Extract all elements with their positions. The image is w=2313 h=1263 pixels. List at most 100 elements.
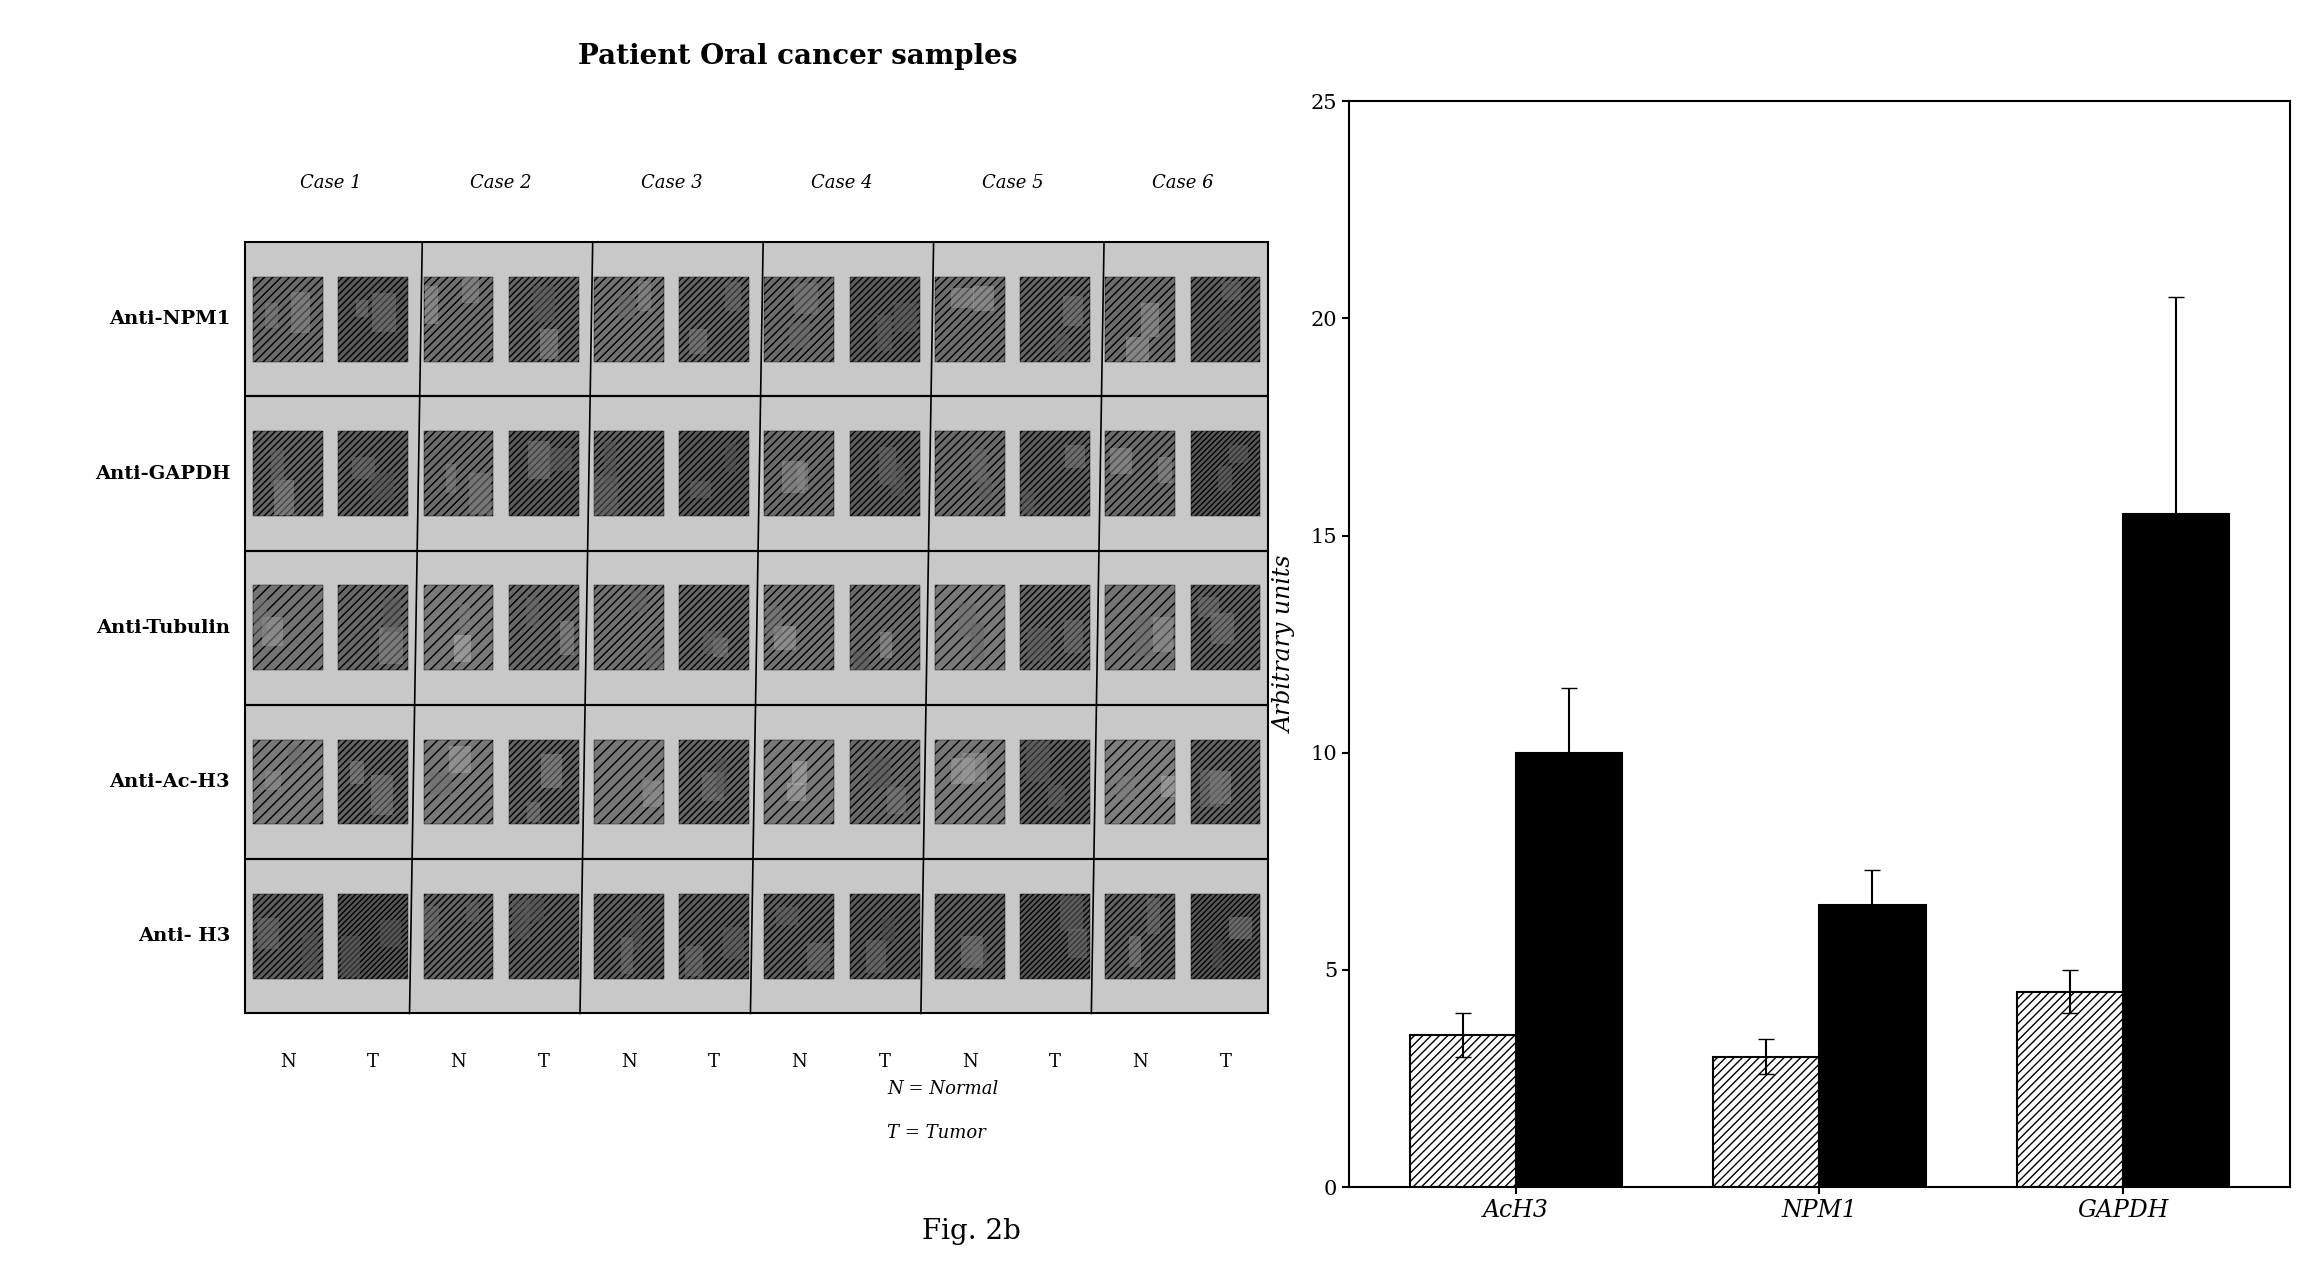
Text: Anti-Ac-H3: Anti-Ac-H3 — [109, 773, 231, 791]
Bar — [423, 431, 493, 517]
Text: Case 4: Case 4 — [812, 173, 872, 192]
Bar — [782, 461, 805, 493]
Bar — [849, 586, 921, 671]
Bar — [470, 474, 490, 514]
Bar — [715, 758, 726, 794]
Bar — [722, 927, 745, 959]
Bar — [893, 303, 916, 332]
Bar — [423, 740, 493, 825]
Bar — [245, 397, 1268, 551]
Text: T: T — [368, 1053, 379, 1071]
Bar — [1020, 586, 1089, 671]
Bar — [594, 586, 664, 671]
Bar — [849, 894, 921, 979]
Bar — [463, 278, 479, 303]
Bar — [252, 894, 324, 979]
Bar — [458, 604, 470, 632]
Bar — [793, 283, 816, 314]
Bar — [934, 894, 1004, 979]
Bar — [849, 277, 921, 361]
Bar — [1064, 620, 1082, 653]
Bar — [962, 936, 983, 969]
Bar — [257, 918, 280, 949]
Bar — [245, 242, 1268, 397]
Bar — [680, 894, 749, 979]
Bar — [511, 899, 530, 938]
Bar — [423, 894, 493, 979]
Bar — [340, 936, 361, 976]
Bar — [338, 894, 407, 979]
Bar — [423, 906, 439, 941]
Bar — [645, 648, 662, 668]
Bar — [1212, 940, 1224, 967]
Bar — [1191, 894, 1261, 979]
Bar — [881, 917, 895, 942]
Bar — [525, 898, 544, 922]
Bar — [712, 638, 729, 657]
Bar — [245, 551, 1268, 705]
Bar — [594, 740, 664, 825]
Bar — [766, 894, 835, 979]
Bar — [685, 946, 703, 976]
Bar — [303, 932, 317, 973]
Bar — [370, 472, 393, 500]
Text: T: T — [539, 1053, 550, 1071]
Bar — [978, 477, 992, 500]
Bar — [867, 940, 886, 973]
Bar — [338, 431, 407, 517]
Bar — [775, 626, 796, 650]
Bar — [958, 602, 976, 637]
Bar — [971, 448, 988, 482]
Text: Case 2: Case 2 — [470, 173, 532, 192]
Bar — [264, 303, 278, 328]
Text: N = Normal: N = Normal — [886, 1080, 999, 1099]
Bar — [951, 288, 974, 308]
Bar — [1152, 616, 1173, 652]
Bar — [1126, 337, 1150, 360]
Bar — [971, 623, 983, 661]
Bar — [525, 596, 539, 626]
Bar — [467, 902, 479, 922]
Bar — [594, 894, 664, 979]
Bar — [1059, 895, 1082, 931]
Bar — [2123, 514, 2230, 1187]
Bar — [766, 586, 835, 671]
Bar — [287, 745, 303, 765]
Bar — [766, 606, 782, 637]
Bar — [888, 787, 907, 815]
Text: N: N — [451, 1053, 467, 1071]
Bar — [703, 632, 724, 654]
Bar — [560, 620, 574, 655]
Bar — [1161, 775, 1175, 797]
Bar — [867, 758, 891, 788]
Bar — [1055, 335, 1069, 356]
Bar — [879, 632, 893, 658]
Bar — [1020, 277, 1089, 361]
Bar — [879, 447, 897, 485]
Bar — [631, 913, 643, 950]
Bar — [789, 322, 810, 349]
Bar — [934, 431, 1004, 517]
Bar — [1198, 597, 1219, 618]
Bar — [252, 740, 324, 825]
Bar — [245, 705, 1268, 859]
Bar — [426, 287, 437, 323]
Bar — [1117, 777, 1136, 799]
Bar — [1066, 445, 1085, 467]
Bar — [689, 481, 712, 499]
Text: Fig. 2b: Fig. 2b — [923, 1218, 1020, 1245]
Bar — [261, 618, 282, 645]
Text: Anti- H3: Anti- H3 — [139, 927, 231, 945]
Bar — [701, 772, 724, 801]
Bar — [245, 859, 1268, 1013]
Bar — [766, 277, 835, 361]
Bar — [1219, 309, 1231, 333]
Bar — [777, 907, 798, 926]
Bar — [689, 330, 708, 354]
Bar — [539, 330, 557, 359]
Bar — [254, 600, 268, 638]
Text: N: N — [962, 1053, 978, 1071]
Bar — [449, 746, 472, 773]
Bar — [548, 447, 571, 471]
Bar — [273, 480, 294, 515]
